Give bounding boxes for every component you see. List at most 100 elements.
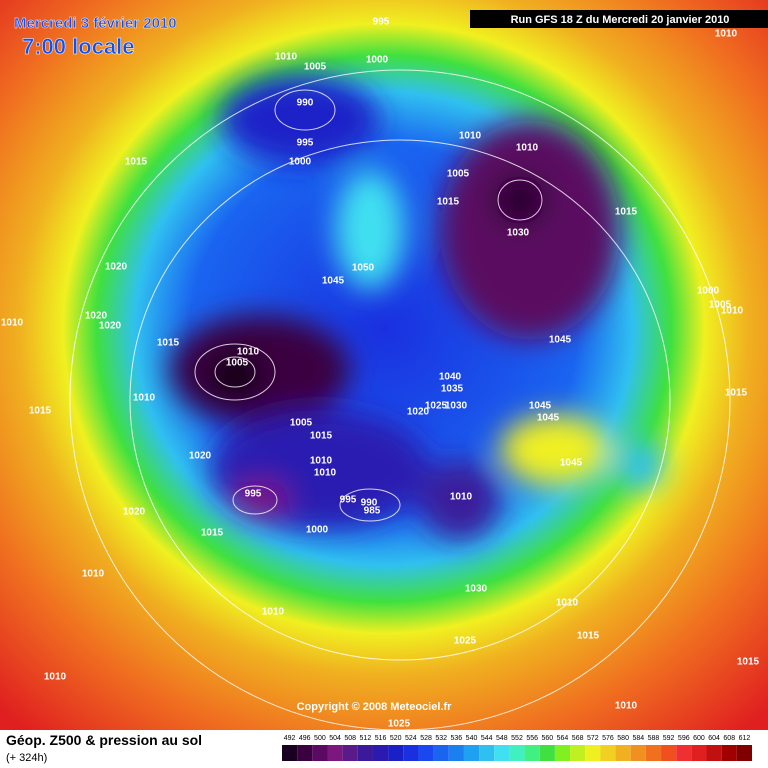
- isobar-label: 1010: [615, 701, 638, 712]
- scale-label: 572: [587, 735, 599, 742]
- scale-swatch: [418, 745, 434, 761]
- scale-label: 588: [648, 735, 660, 742]
- isobar-label: 1020: [123, 507, 146, 518]
- scale-swatch: [282, 745, 298, 761]
- scale-label: 524: [405, 735, 417, 742]
- isobar-label: 1000: [366, 55, 389, 66]
- isobar-label: 1025: [454, 636, 477, 647]
- isobar-label: 1045: [537, 413, 560, 424]
- scale-swatch: [645, 745, 662, 761]
- scale-label: 608: [723, 735, 735, 742]
- isobar-label: 1010: [450, 492, 473, 503]
- scale-swatch: [494, 745, 510, 761]
- scale-label: 564: [557, 735, 569, 742]
- isobar-label: 1045: [322, 276, 345, 287]
- scale-label: 540: [466, 735, 478, 742]
- scale-swatch: [554, 745, 571, 761]
- scale-swatch: [736, 745, 752, 761]
- isobar-label: 995: [245, 489, 262, 500]
- isobar-label: 1010: [133, 393, 156, 404]
- isobar-label: 1030: [465, 584, 488, 595]
- isobar-label: 1025: [388, 719, 411, 730]
- isobar-label: 1015: [737, 657, 760, 668]
- isobar-label: 1030: [445, 401, 468, 412]
- isobar-label: 1015: [125, 157, 148, 168]
- isobar-label: 1010: [1, 318, 24, 329]
- isobar-label: 1010: [82, 569, 105, 580]
- scale-label: 492: [284, 735, 296, 742]
- background: [0, 0, 768, 730]
- isobar-label: 1020: [189, 451, 212, 462]
- scale-swatch: [570, 745, 586, 761]
- scale-swatch: [463, 745, 480, 761]
- scale-label: 600: [693, 735, 705, 742]
- isobar-label: 1015: [437, 197, 460, 208]
- legend-lead: (+ 324h): [6, 752, 47, 764]
- run-text: Run GFS 18 Z du Mercredi 20 janvier 2010: [511, 14, 730, 26]
- scale-label: 508: [344, 735, 356, 742]
- isobar-label: 1015: [157, 338, 180, 349]
- isobar-label: 1015: [577, 631, 600, 642]
- isobar-label: 1045: [560, 458, 583, 469]
- scale-swatch: [327, 745, 343, 761]
- scale-label: 552: [511, 735, 523, 742]
- run-box: [470, 10, 768, 28]
- isobar-label: 1035: [441, 384, 464, 395]
- isobar-label: 1050: [352, 263, 375, 274]
- scale-swatch: [388, 745, 404, 761]
- isobar-label: 1010: [459, 131, 482, 142]
- isobar-label: 1010: [314, 468, 337, 479]
- scale-label: 504: [329, 735, 341, 742]
- isobar-label: 1005: [709, 300, 732, 311]
- isobar-label: 1040: [439, 372, 462, 383]
- scale-label: 576: [602, 735, 614, 742]
- isobar-label: 1015: [29, 406, 52, 417]
- scale-label: 584: [632, 735, 644, 742]
- isobar-label: 1015: [201, 528, 224, 539]
- scale-label: 544: [481, 735, 493, 742]
- scale-label: 560: [541, 735, 553, 742]
- scale-label: 548: [496, 735, 508, 742]
- isobar-label: 1015: [615, 207, 638, 218]
- isobar-label: 995: [373, 17, 390, 28]
- isobar-label: 1000: [697, 286, 720, 297]
- isobar-label: 1005: [290, 418, 313, 429]
- scale-label: 500: [314, 735, 326, 742]
- scale-swatch: [479, 745, 495, 761]
- scale-label: 512: [360, 735, 372, 742]
- scale-label: 592: [663, 735, 675, 742]
- isobar-label: 1005: [226, 358, 249, 369]
- scale-swatch: [342, 745, 358, 761]
- scale-label: 596: [678, 735, 690, 742]
- isobar-label: 1010: [44, 672, 67, 683]
- isobar-label: 1010: [237, 347, 260, 358]
- scale-swatch: [630, 745, 646, 761]
- scale-swatch: [691, 745, 707, 761]
- scale-label: 528: [420, 735, 432, 742]
- isobar-label: 995: [340, 495, 357, 506]
- scale-swatch: [312, 745, 328, 761]
- isobar-label: 1020: [85, 311, 108, 322]
- scale-swatch: [433, 745, 449, 761]
- scale-label: 532: [435, 735, 447, 742]
- isobar-label: 1020: [99, 321, 122, 332]
- isobar-label: 1010: [275, 52, 298, 63]
- scale-swatch: [357, 745, 373, 761]
- scale-label: 612: [739, 735, 751, 742]
- isobar-label: 1000: [306, 525, 329, 536]
- isobar-label: 1025: [425, 401, 448, 412]
- scale-swatch: [372, 745, 389, 761]
- isobar-label: 1010: [516, 143, 539, 154]
- scale-swatch: [448, 745, 464, 761]
- scale-label: 556: [526, 735, 538, 742]
- scale-swatch: [661, 745, 677, 761]
- scale-swatch: [676, 745, 692, 761]
- scale-swatch: [297, 745, 313, 761]
- scale-swatch: [539, 745, 555, 761]
- date-text: Mercredi 3 février 2010: [14, 15, 177, 32]
- isobar-label: 1005: [304, 62, 327, 73]
- isobar-label: 1010: [715, 29, 738, 40]
- isobar-label: 1030: [507, 228, 530, 239]
- scale-label: 496: [299, 735, 311, 742]
